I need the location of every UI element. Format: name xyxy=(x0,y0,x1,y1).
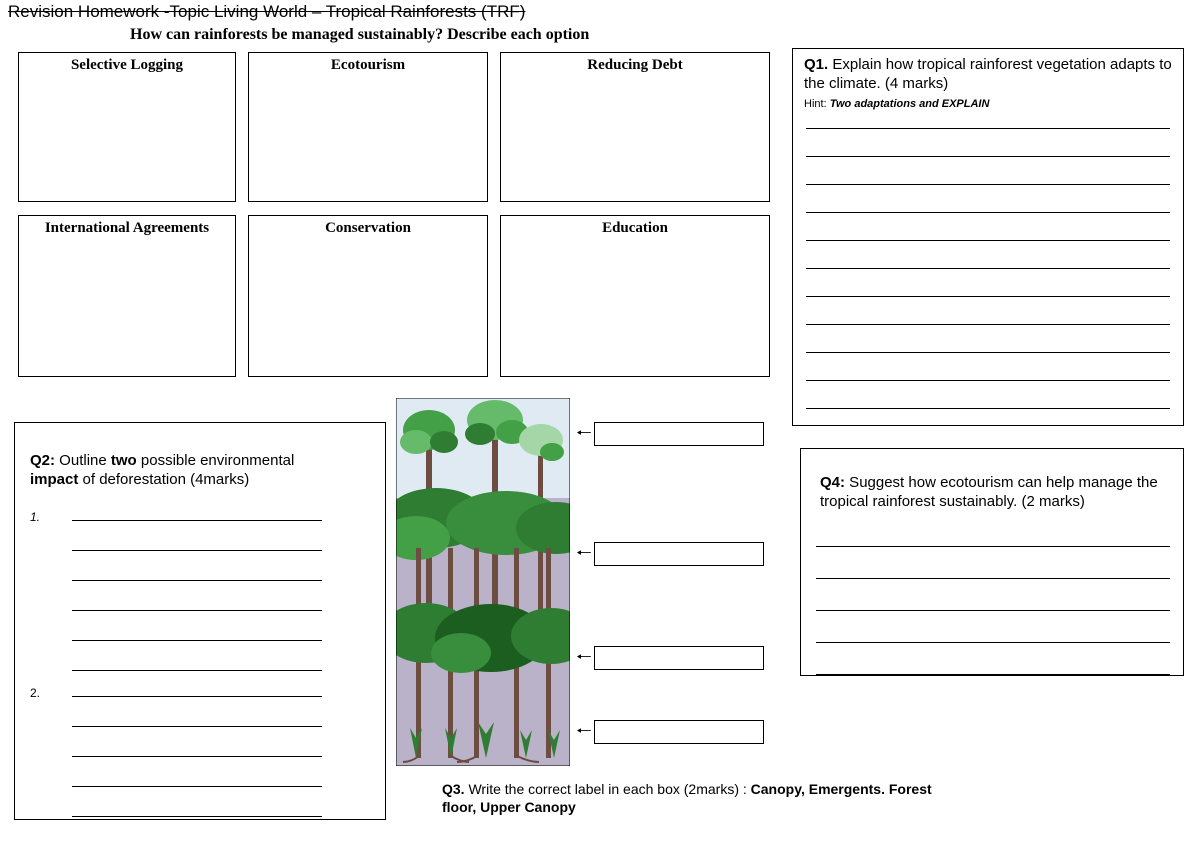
option-label: Education xyxy=(501,216,769,237)
q2-answer-line[interactable] xyxy=(72,550,322,551)
q2-answer-line[interactable] xyxy=(72,610,322,611)
arrow-left-icon: 🠐 xyxy=(576,424,592,444)
q3-label-box-1[interactable] xyxy=(594,422,764,446)
page-title: Revision Homework -Topic Living World – … xyxy=(8,2,525,22)
q2-b: two xyxy=(111,452,137,469)
option-label: Reducing Debt xyxy=(501,53,769,74)
q3-label-box-4[interactable] xyxy=(594,720,764,744)
option-box-international-agreements[interactable]: International Agreements xyxy=(18,215,236,377)
option-box-ecotourism[interactable]: Ecotourism xyxy=(248,52,488,202)
q2-answer-line[interactable] xyxy=(72,696,322,697)
arrow-left-icon: 🠐 xyxy=(576,722,592,742)
q2-d: impact xyxy=(30,471,78,488)
option-label: Ecotourism xyxy=(249,53,487,74)
q2-a: Outline xyxy=(55,452,111,469)
q2-num-1: 1. xyxy=(30,510,40,524)
q3-label-box-3[interactable] xyxy=(594,646,764,670)
q4-answer-line[interactable] xyxy=(816,674,1170,675)
q4-answer-line[interactable] xyxy=(816,610,1170,611)
q2-answer-line[interactable] xyxy=(72,816,322,817)
q3-text: Q3. Write the correct label in each box … xyxy=(442,780,952,816)
q1-answer-line[interactable] xyxy=(806,156,1170,157)
option-label: International Agreements xyxy=(19,216,235,237)
q4-prefix: Q4: xyxy=(820,474,845,491)
q1-hint: Two adaptations and EXPLAIN xyxy=(830,98,990,110)
q4-answer-line[interactable] xyxy=(816,578,1170,579)
q1-answer-line[interactable] xyxy=(806,240,1170,241)
option-box-education[interactable]: Education xyxy=(500,215,770,377)
rainforest-diagram xyxy=(396,398,570,766)
q1-answer-line[interactable] xyxy=(806,296,1170,297)
q1-answer-line[interactable] xyxy=(806,408,1170,409)
q2-text: Q2: Outline two possible environmental i… xyxy=(30,452,374,490)
q2-num-2: 2. xyxy=(30,686,40,700)
q1-answer-line[interactable] xyxy=(806,380,1170,381)
q1-answer-line[interactable] xyxy=(806,268,1170,269)
option-label: Selective Logging xyxy=(19,53,235,74)
q2-answer-line[interactable] xyxy=(72,640,322,641)
q1-prefix: Q1. xyxy=(804,56,828,73)
q2-answer-line[interactable] xyxy=(72,786,322,787)
option-box-reducing-debt[interactable]: Reducing Debt xyxy=(500,52,770,202)
arrow-left-icon: 🠐 xyxy=(576,544,592,564)
q3-prefix: Q3. xyxy=(442,781,465,797)
option-box-selective-logging[interactable]: Selective Logging xyxy=(18,52,236,202)
q2-c: possible environmental xyxy=(137,452,295,469)
q1-answer-line[interactable] xyxy=(806,352,1170,353)
q1-answer-line[interactable] xyxy=(806,212,1170,213)
q2-prefix: Q2: xyxy=(30,452,55,469)
q4-text: Q4: Suggest how ecotourism can help mana… xyxy=(820,474,1170,512)
q2-e: of deforestation (4marks) xyxy=(78,471,249,488)
q4-body: Suggest how ecotourism can help manage t… xyxy=(820,474,1158,510)
q2-answer-line[interactable] xyxy=(72,580,322,581)
q3-label-box-2[interactable] xyxy=(594,542,764,566)
q1-body: Explain how tropical rainforest vegetati… xyxy=(804,56,1172,92)
q1-answer-line[interactable] xyxy=(806,128,1170,129)
q2-answer-line[interactable] xyxy=(72,670,322,671)
arrow-left-icon: 🠐 xyxy=(576,648,592,668)
q1-answer-line[interactable] xyxy=(806,324,1170,325)
q2-answer-line[interactable] xyxy=(72,520,322,521)
page-subheading: How can rainforests be managed sustainab… xyxy=(130,26,589,44)
q2-answer-line[interactable] xyxy=(72,756,322,757)
q4-answer-line[interactable] xyxy=(816,642,1170,643)
q1-text: Q1. Explain how tropical rainforest vege… xyxy=(804,56,1172,112)
q2-answer-line[interactable] xyxy=(72,726,322,727)
q1-hint-label: Hint: xyxy=(804,98,830,110)
option-box-conservation[interactable]: Conservation xyxy=(248,215,488,377)
q1-answer-line[interactable] xyxy=(806,184,1170,185)
q3-a: Write the correct label in each box (2ma… xyxy=(465,781,751,797)
option-label: Conservation xyxy=(249,216,487,237)
q4-answer-line[interactable] xyxy=(816,546,1170,547)
